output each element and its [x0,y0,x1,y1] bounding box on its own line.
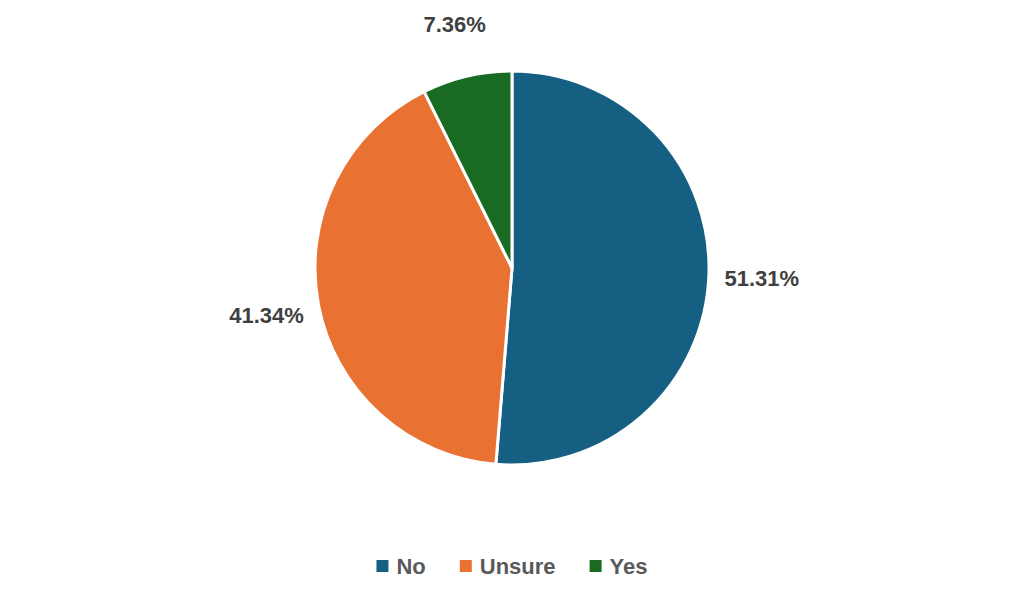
data-label: 41.34% [229,303,304,328]
legend-label: Yes [610,554,648,579]
pie [315,71,709,465]
pie-slice [424,71,512,268]
data-labels: 51.31% 41.34% 7.36% [229,12,799,328]
chart: 51.31% 41.34% 7.36% No Unsure Yes [0,0,1024,614]
legend-item: Unsure [460,554,556,579]
legend-item: Yes [590,554,648,579]
legend-label: No [396,554,425,579]
legend-swatch [590,560,602,572]
legend-swatch [460,560,472,572]
legend-swatch [376,560,388,572]
legend: No Unsure Yes [376,554,647,579]
legend-item: No [376,554,425,579]
pie-slice [496,71,709,465]
data-label: 51.31% [724,266,799,291]
legend-label: Unsure [480,554,556,579]
data-label: 7.36% [424,12,486,37]
